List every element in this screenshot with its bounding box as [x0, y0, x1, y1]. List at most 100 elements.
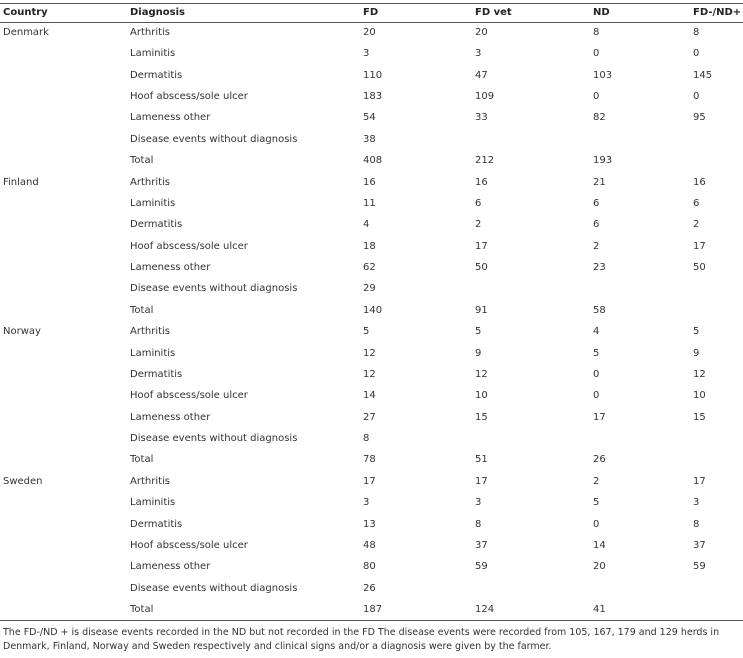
diagnosis-cell: Hoof abscess/sole ulcer	[130, 91, 248, 103]
value-cell: 8	[363, 433, 370, 445]
value-cell: 33	[475, 112, 488, 124]
value-cell: 47	[475, 69, 488, 81]
diagnosis-cell: Lameness other	[130, 411, 211, 423]
value-cell: 9	[475, 347, 482, 359]
diagnosis-cell: Lameness other	[130, 112, 211, 124]
value-cell: 4	[593, 326, 600, 338]
value-cell: 62	[363, 262, 376, 274]
value-cell: 0	[593, 91, 600, 103]
value-cell: 17	[693, 475, 706, 487]
value-cell: 140	[363, 304, 383, 316]
value-cell: 16	[475, 176, 488, 188]
bottom-rule	[0, 620, 743, 621]
value-cell: 54	[363, 112, 376, 124]
value-cell: 2	[693, 219, 700, 231]
value-cell: 27	[363, 411, 376, 423]
value-cell: 16	[363, 176, 376, 188]
value-cell: 14	[363, 390, 376, 402]
value-cell: 51	[475, 454, 488, 466]
value-cell: 48	[363, 539, 376, 551]
value-cell: 5	[593, 497, 600, 509]
country-cell: Norway	[3, 326, 41, 338]
country-cell: Finland	[3, 176, 39, 188]
value-cell: 78	[363, 454, 376, 466]
value-cell: 15	[693, 411, 706, 423]
value-cell: 0	[593, 48, 600, 60]
value-cell: 18	[363, 240, 376, 252]
column-header: FD vet	[475, 7, 512, 18]
value-cell: 5	[475, 326, 482, 338]
diagnosis-cell: Total	[130, 304, 154, 316]
value-cell: 4	[363, 219, 370, 231]
value-cell: 58	[593, 304, 606, 316]
value-cell: 26	[593, 454, 606, 466]
value-cell: 3	[363, 497, 370, 509]
diagnosis-cell: Hoof abscess/sole ulcer	[130, 390, 248, 402]
value-cell: 80	[363, 561, 376, 573]
value-cell: 95	[693, 112, 706, 124]
value-cell: 37	[693, 539, 706, 551]
diagnosis-cell: Laminitis	[130, 497, 176, 509]
value-cell: 3	[475, 48, 482, 60]
diagnosis-cell: Lameness other	[130, 561, 211, 573]
header-rule	[0, 22, 743, 23]
value-cell: 0	[593, 518, 600, 530]
value-cell: 17	[363, 475, 376, 487]
value-cell: 145	[693, 69, 713, 81]
column-header: Diagnosis	[130, 7, 185, 18]
diagnosis-cell: Arthritis	[130, 475, 171, 487]
value-cell: 91	[475, 304, 488, 316]
value-cell: 59	[475, 561, 488, 573]
diagnosis-cell: Disease events without diagnosis	[130, 582, 298, 594]
value-cell: 50	[693, 262, 706, 274]
diagnosis-cell: Arthritis	[130, 27, 171, 38]
value-cell: 124	[475, 603, 495, 615]
country-cell: Denmark	[3, 27, 49, 38]
value-cell: 15	[475, 411, 488, 423]
value-cell: 0	[593, 368, 600, 380]
value-cell: 6	[475, 197, 482, 209]
diagnosis-cell: Dermatitis	[130, 219, 183, 231]
value-cell: 6	[693, 197, 700, 209]
value-cell: 5	[363, 326, 370, 338]
value-cell: 17	[475, 475, 488, 487]
diagnosis-cell: Laminitis	[130, 48, 176, 60]
value-cell: 20	[475, 27, 488, 38]
diagnosis-cell: Hoof abscess/sole ulcer	[130, 240, 248, 252]
diagnosis-cell: Total	[130, 603, 154, 615]
diagnosis-cell: Lameness other	[130, 262, 211, 274]
diagnosis-cell: Disease events without diagnosis	[130, 283, 298, 295]
value-cell: 16	[693, 176, 706, 188]
value-cell: 20	[363, 27, 376, 38]
value-cell: 21	[593, 176, 606, 188]
value-cell: 408	[363, 155, 383, 167]
value-cell: 26	[363, 582, 376, 594]
diagnosis-cell: Total	[130, 155, 154, 167]
value-cell: 12	[475, 368, 488, 380]
top-rule	[0, 3, 743, 4]
value-cell: 17	[475, 240, 488, 252]
diagnosis-cell: Total	[130, 454, 154, 466]
diagnosis-cell: Laminitis	[130, 347, 176, 359]
value-cell: 183	[363, 91, 383, 103]
value-cell: 103	[593, 69, 613, 81]
column-header: FD	[363, 7, 379, 18]
column-header: Country	[3, 7, 48, 18]
value-cell: 12	[363, 347, 376, 359]
diagnosis-cell: Disease events without diagnosis	[130, 133, 298, 145]
value-cell: 0	[693, 91, 700, 103]
value-cell: 5	[693, 326, 700, 338]
diagnosis-cell: Laminitis	[130, 197, 176, 209]
diagnosis-cell: Dermatitis	[130, 368, 183, 380]
value-cell: 3	[475, 497, 482, 509]
value-cell: 37	[475, 539, 488, 551]
value-cell: 193	[593, 155, 613, 167]
value-cell: 6	[593, 197, 600, 209]
diagnosis-cell: Arthritis	[130, 176, 171, 188]
value-cell: 17	[593, 411, 606, 423]
value-cell: 2	[593, 475, 600, 487]
value-cell: 212	[475, 155, 495, 167]
value-cell: 82	[593, 112, 606, 124]
value-cell: 41	[593, 603, 606, 615]
